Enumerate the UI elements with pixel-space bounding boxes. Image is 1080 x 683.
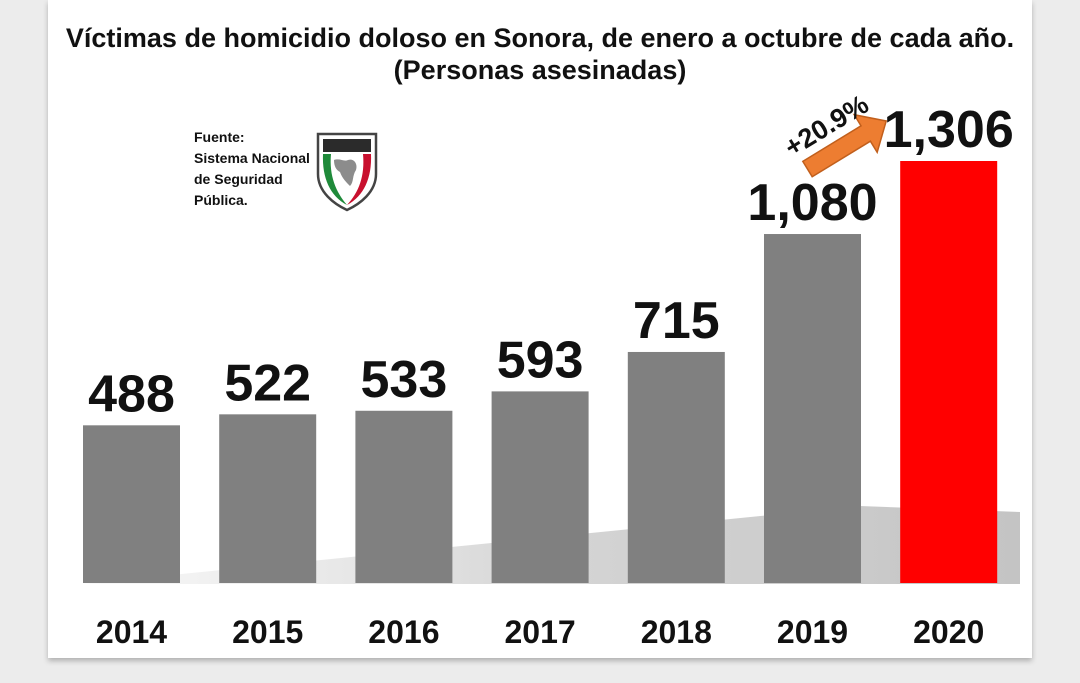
source-line: Pública. bbox=[194, 192, 248, 208]
growth-arrow-shape bbox=[801, 113, 888, 178]
bar-2020 bbox=[900, 161, 998, 583]
bar-2015 bbox=[219, 414, 317, 583]
x-tick-label-2016: 2016 bbox=[368, 614, 439, 650]
value-label-2016: 533 bbox=[361, 351, 448, 409]
source-line: de Seguridad bbox=[194, 171, 283, 187]
x-tick-label-2017: 2017 bbox=[505, 614, 576, 650]
source-line: Sistema Nacional bbox=[194, 150, 310, 166]
bar-2019 bbox=[764, 234, 861, 583]
value-label-2014: 488 bbox=[88, 365, 175, 423]
sesnsp-logo bbox=[316, 132, 378, 212]
value-label-2019: 1,080 bbox=[747, 174, 877, 232]
x-tick-label-2015: 2015 bbox=[232, 614, 303, 650]
bar-2016 bbox=[355, 410, 453, 583]
source-line: Fuente: bbox=[194, 129, 245, 145]
value-label-2020: 1,306 bbox=[884, 101, 1014, 159]
x-tick-label-2019: 2019 bbox=[777, 614, 848, 650]
x-tick-label-2014: 2014 bbox=[96, 614, 167, 650]
value-label-2018: 715 bbox=[633, 292, 720, 350]
source-note: Fuente: Sistema Nacional de Seguridad Pú… bbox=[194, 127, 324, 211]
chart-title: Víctimas de homicidio doloso en Sonora, … bbox=[65, 23, 1015, 85]
bar-2018 bbox=[627, 351, 725, 583]
bar-2017 bbox=[491, 391, 589, 583]
value-label-2015: 522 bbox=[224, 354, 311, 412]
x-tick-label-2018: 2018 bbox=[641, 614, 712, 650]
value-label-2017: 593 bbox=[497, 331, 584, 389]
x-tick-label-2020: 2020 bbox=[913, 614, 984, 650]
bar-2014 bbox=[83, 425, 180, 583]
